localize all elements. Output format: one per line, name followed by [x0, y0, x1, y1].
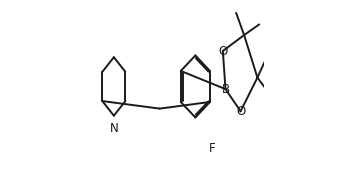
Text: N: N — [110, 122, 118, 136]
Text: B: B — [222, 83, 230, 96]
Text: O: O — [218, 44, 228, 58]
Text: O: O — [236, 105, 245, 118]
Text: F: F — [209, 142, 216, 155]
